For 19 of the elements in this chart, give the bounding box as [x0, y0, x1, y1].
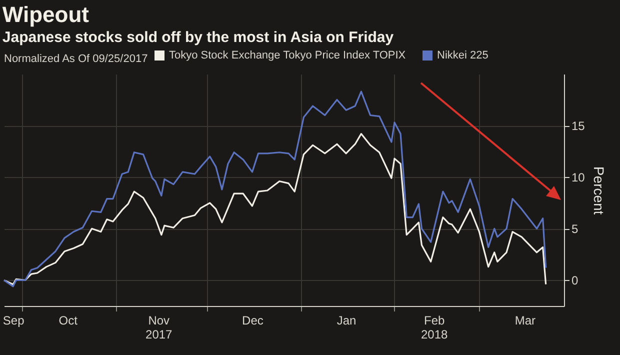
chart-subtitle: Japanese stocks sold off by the most in Asia on Friday — [2, 29, 394, 46]
x-tick-label: Dec — [242, 314, 264, 328]
y-tick-label: 10 — [572, 170, 586, 185]
legend-title: Normalized As Of 09/25/2017 — [4, 53, 148, 65]
y-tick-label: 5 — [572, 222, 578, 236]
x-tick-label: Mar — [514, 314, 536, 328]
x-tick-label: Nov 2017 — [146, 314, 173, 342]
legend-label: Nikkei 225 — [437, 50, 488, 62]
y-axis-title: Percent — [590, 166, 607, 215]
x-tick-label: Sep — [2, 314, 25, 328]
chart-title: Wipeout — [2, 2, 90, 27]
line-series — [3, 90, 547, 288]
line-series — [3, 133, 547, 286]
x-tick-label: Jan — [336, 314, 356, 328]
x-tick-label: Feb 2018 — [420, 314, 448, 342]
y-tick-label: 15 — [572, 119, 586, 134]
y-tick-label: 0 — [572, 274, 578, 288]
x-tick-label: Oct — [58, 314, 78, 328]
legend-label: Tokyo Stock Exchange Tokyo Price Index TOPIX — [169, 50, 406, 62]
